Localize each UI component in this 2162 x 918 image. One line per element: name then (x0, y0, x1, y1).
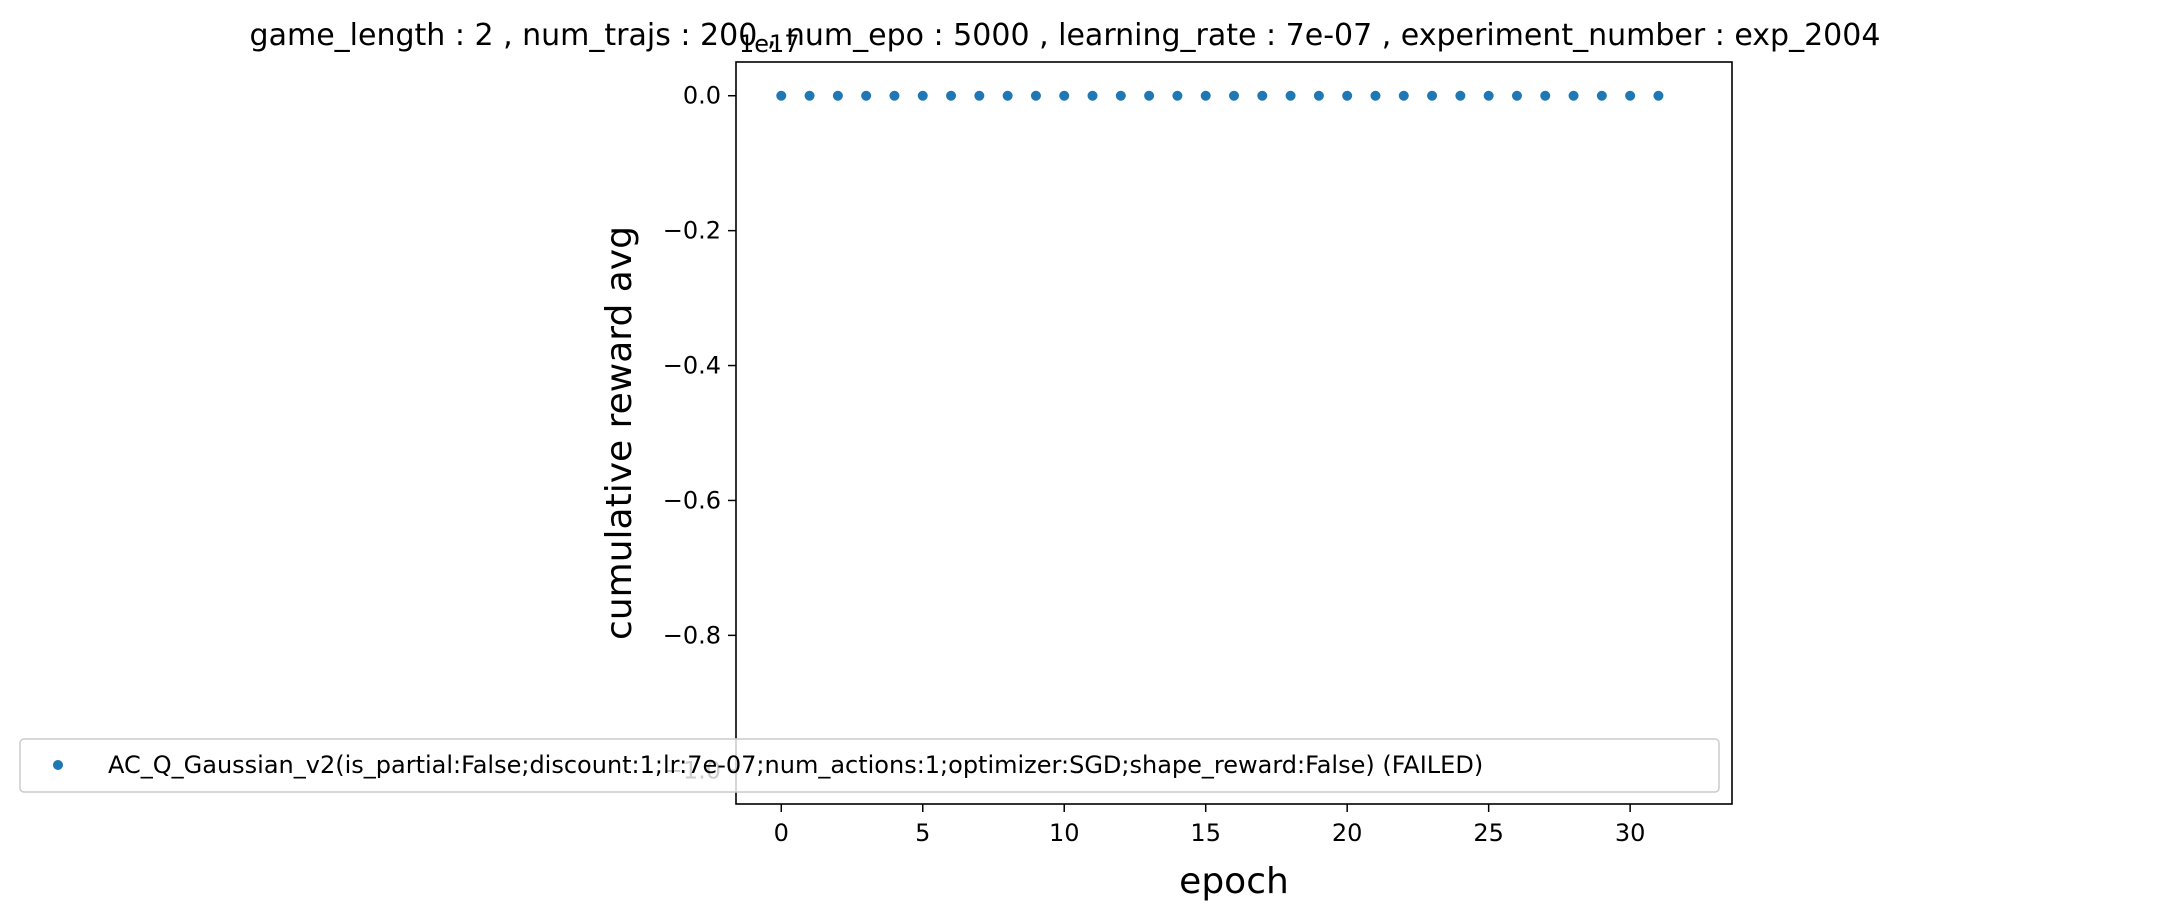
x-tick-label: 20 (1332, 819, 1363, 847)
y-tick-label: 0.0 (683, 82, 721, 110)
data-point (861, 90, 872, 101)
y-tick-label: −0.2 (663, 217, 721, 245)
data-point (776, 90, 787, 101)
x-axis-ticks: 0 5 10 15 20 25 30 (774, 804, 1646, 847)
data-point (1030, 90, 1041, 101)
data-point (1229, 90, 1239, 101)
data-point (804, 90, 815, 101)
data-point (1144, 90, 1155, 101)
y-offset-label: 1e17 (739, 30, 800, 58)
data-point (974, 90, 985, 101)
data-point (1483, 90, 1494, 101)
x-tick-label: 10 (1049, 819, 1080, 847)
data-point (1398, 90, 1409, 101)
data-point (1596, 90, 1607, 101)
x-tick-label: 0 (774, 819, 789, 847)
x-tick-label: 30 (1615, 819, 1646, 847)
data-point (1511, 90, 1522, 101)
y-tick-label: −0.6 (663, 486, 721, 514)
x-tick-label: 5 (915, 819, 930, 847)
data-point (832, 90, 843, 101)
data-point (1200, 90, 1211, 101)
y-axis-ticks: 0.0−0.2−0.4−0.6−0.8−1.0 (663, 82, 736, 784)
data-point (1115, 90, 1126, 101)
data-point (1172, 90, 1183, 101)
x-axis-label: epoch (1179, 861, 1289, 902)
x-tick-label: 15 (1190, 819, 1221, 847)
plot-frame (735, 61, 1733, 805)
legend-label: AC_Q_Gaussian_v2(is_partial:False;discou… (108, 751, 1483, 779)
data-point (1059, 90, 1070, 101)
y-tick-label: −0.4 (663, 352, 721, 380)
x-tick-label: 25 (1473, 819, 1504, 847)
data-point (1455, 90, 1466, 101)
legend-marker (53, 760, 63, 770)
data-point (1370, 90, 1381, 101)
legend-box (19, 738, 1720, 793)
y-axis-label: cumulative reward avg (599, 226, 640, 640)
data-point (1568, 90, 1579, 101)
data-point (1342, 90, 1353, 101)
data-point (1002, 90, 1013, 101)
data-point (946, 90, 957, 101)
data-point (1653, 90, 1664, 101)
chart-title: game_length : 2 , num_trajs : 200 , num_… (250, 18, 1881, 53)
data-point (1540, 90, 1551, 101)
data-point (1087, 90, 1098, 101)
data-point (889, 90, 900, 101)
data-points (776, 90, 1664, 101)
data-point (1625, 90, 1636, 101)
data-point (1257, 90, 1268, 101)
data-point (917, 90, 928, 101)
data-point (1313, 90, 1324, 101)
legend: AC_Q_Gaussian_v2(is_partial:False;discou… (19, 738, 1720, 793)
data-point (1285, 90, 1296, 101)
data-point (1427, 90, 1438, 101)
y-tick-label: −0.8 (663, 621, 721, 649)
